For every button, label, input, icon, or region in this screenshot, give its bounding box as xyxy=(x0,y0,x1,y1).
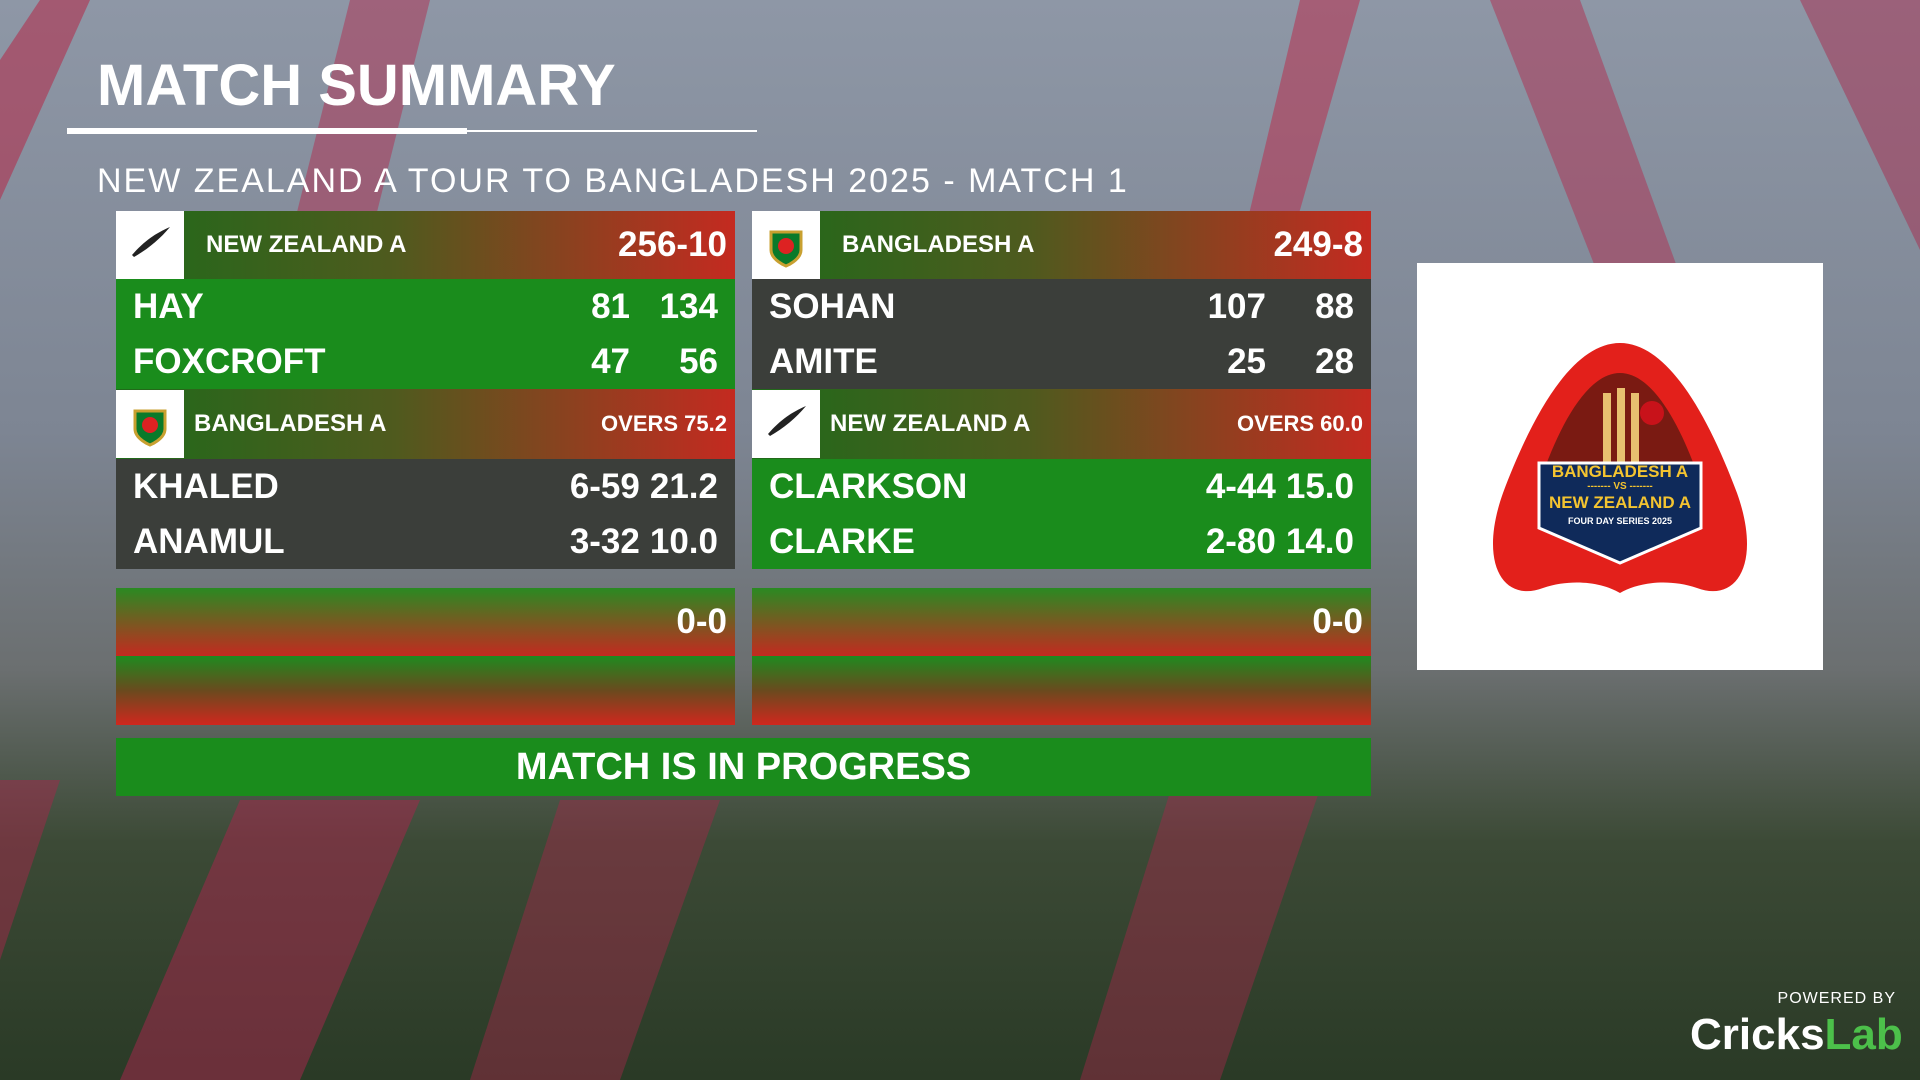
fern-icon xyxy=(132,227,170,257)
batter-balls: 28 xyxy=(1315,341,1354,381)
fern-logo xyxy=(116,211,184,279)
logo-text: BANGLADESH A ------- VS ------- NEW ZEAL… xyxy=(1417,463,1823,531)
bowler-figures: 3-32 xyxy=(569,521,640,561)
batter-row: FOXCROFT 47 56 xyxy=(116,334,735,389)
batter-balls: 88 xyxy=(1315,286,1354,326)
overs: OVERS 75.2 xyxy=(601,411,727,436)
batter-row: HAY 81 134 xyxy=(116,279,735,334)
team-score: 249-8 xyxy=(1273,225,1363,264)
bowler-overs: 15.0 xyxy=(1285,466,1354,506)
batting-header: NEW ZEALAND A 256-10 xyxy=(116,211,735,279)
bowler-row: ANAMUL 3-32 10.0 xyxy=(116,514,735,569)
bowling-header: NEW ZEALAND A OVERS 60.0 xyxy=(752,389,1371,459)
tiger-icon xyxy=(769,230,803,268)
logo-vs: ------- VS ------- xyxy=(1587,481,1653,492)
next-innings-header: 0-0 xyxy=(752,588,1371,656)
fern-logo xyxy=(752,390,820,458)
batter-name: SOHAN xyxy=(769,286,896,326)
batter-balls: 56 xyxy=(679,341,718,381)
batting-team: NEW ZEALAND A xyxy=(206,231,407,258)
series-logo: BANGLADESH A ------- VS ------- NEW ZEAL… xyxy=(1417,263,1823,670)
subtitle: NEW ZEALAND A TOUR TO BANGLADESH 2025 - … xyxy=(97,162,1129,200)
batting-header: BANGLADESH A 249-8 xyxy=(752,211,1371,279)
batter-name: HAY xyxy=(133,286,204,326)
team-score: 256-10 xyxy=(618,225,727,264)
bowling-team: NEW ZEALAND A xyxy=(830,410,1031,437)
bowler-figures: 4-44 xyxy=(1205,466,1276,506)
bowler-figures: 6-59 xyxy=(569,466,640,506)
next-innings-score: 0-0 xyxy=(676,602,727,641)
next-innings-score: 0-0 xyxy=(1312,602,1363,641)
brand-part: Cricks xyxy=(1690,1010,1825,1059)
bowler-overs: 14.0 xyxy=(1285,521,1354,561)
logo-team-1: BANGLADESH A xyxy=(1551,462,1689,481)
bowler-name: CLARKSON xyxy=(769,466,968,506)
bowler-name: KHALED xyxy=(133,466,279,506)
batting-team: BANGLADESH A xyxy=(842,231,1035,258)
batter-runs: 25 xyxy=(1227,341,1266,381)
tiger-icon xyxy=(133,409,167,447)
logo-series: FOUR DAY SERIES 2025 xyxy=(1567,516,1673,526)
next-innings-body xyxy=(116,656,735,725)
batter-runs: 47 xyxy=(591,341,630,381)
logo-art xyxy=(1492,343,1748,593)
title-underline-thin xyxy=(467,130,757,132)
fern-icon xyxy=(768,406,806,436)
overs: OVERS 60.0 xyxy=(1237,411,1363,436)
batter-row: AMITE 25 28 xyxy=(752,334,1371,389)
bowler-name: CLARKE xyxy=(769,521,915,561)
bowler-row: KHALED 6-59 21.2 xyxy=(116,459,735,514)
batter-name: FOXCROFT xyxy=(133,341,326,381)
bcb-logo xyxy=(116,390,184,458)
logo-team-2: NEW ZEALAND A xyxy=(1549,493,1691,512)
bowler-row: CLARKE 2-80 14.0 xyxy=(752,514,1371,569)
bowler-row: CLARKSON 4-44 15.0 xyxy=(752,459,1371,514)
batter-runs: 81 xyxy=(591,286,630,326)
batter-row: SOHAN 107 88 xyxy=(752,279,1371,334)
next-innings-header: 0-0 xyxy=(116,588,735,656)
bowler-overs: 21.2 xyxy=(649,466,718,506)
title-underline xyxy=(67,128,467,134)
brand: CricksLab xyxy=(1690,1010,1903,1060)
batter-balls: 134 xyxy=(659,286,718,326)
bowling-team: BANGLADESH A xyxy=(194,410,387,437)
bowling-header: BANGLADESH A OVERS 75.2 xyxy=(116,389,735,459)
batter-name: AMITE xyxy=(769,341,878,381)
powered-by: POWERED BY xyxy=(1777,990,1896,1007)
bowler-name: ANAMUL xyxy=(133,521,285,561)
match-status: MATCH IS IN PROGRESS xyxy=(116,738,1371,796)
title: MATCH SUMMARY xyxy=(97,53,616,118)
bcb-logo xyxy=(752,211,820,279)
batter-runs: 107 xyxy=(1207,286,1266,326)
brand-part: Lab xyxy=(1824,1010,1903,1059)
next-innings-body xyxy=(752,656,1371,725)
bowler-figures: 2-80 xyxy=(1205,521,1276,561)
bowler-overs: 10.0 xyxy=(649,521,718,561)
